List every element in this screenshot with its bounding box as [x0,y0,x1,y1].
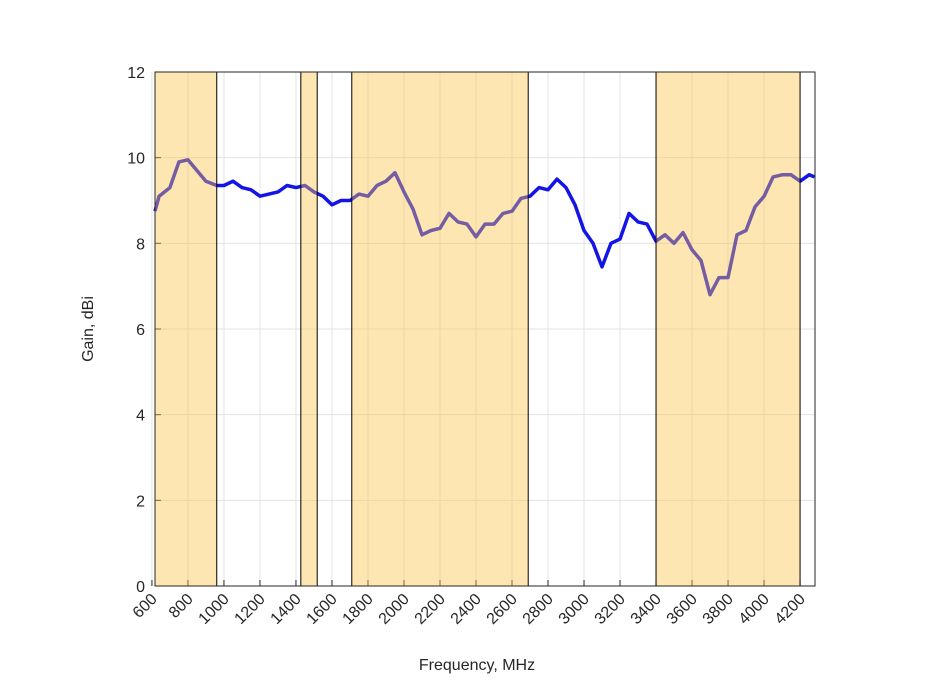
shaded-band [351,71,529,587]
y-tick-label: 12 [127,65,145,82]
y-tick-label: 10 [127,151,145,168]
shaded-band [655,71,801,587]
y-axis-label: Gain, dBi [80,296,97,362]
data-line [153,158,816,297]
y-tick-label: 8 [136,236,145,253]
shaded-band [154,71,218,587]
y-tick-label: 4 [136,408,145,425]
y-tick-label: 6 [136,322,145,339]
y-tick-label: 0 [136,579,145,596]
shaded-band [300,71,318,587]
y-tick-label: 2 [136,493,145,510]
x-axis-label: Frequency, MHz [419,657,535,674]
plot-frame [154,71,816,587]
